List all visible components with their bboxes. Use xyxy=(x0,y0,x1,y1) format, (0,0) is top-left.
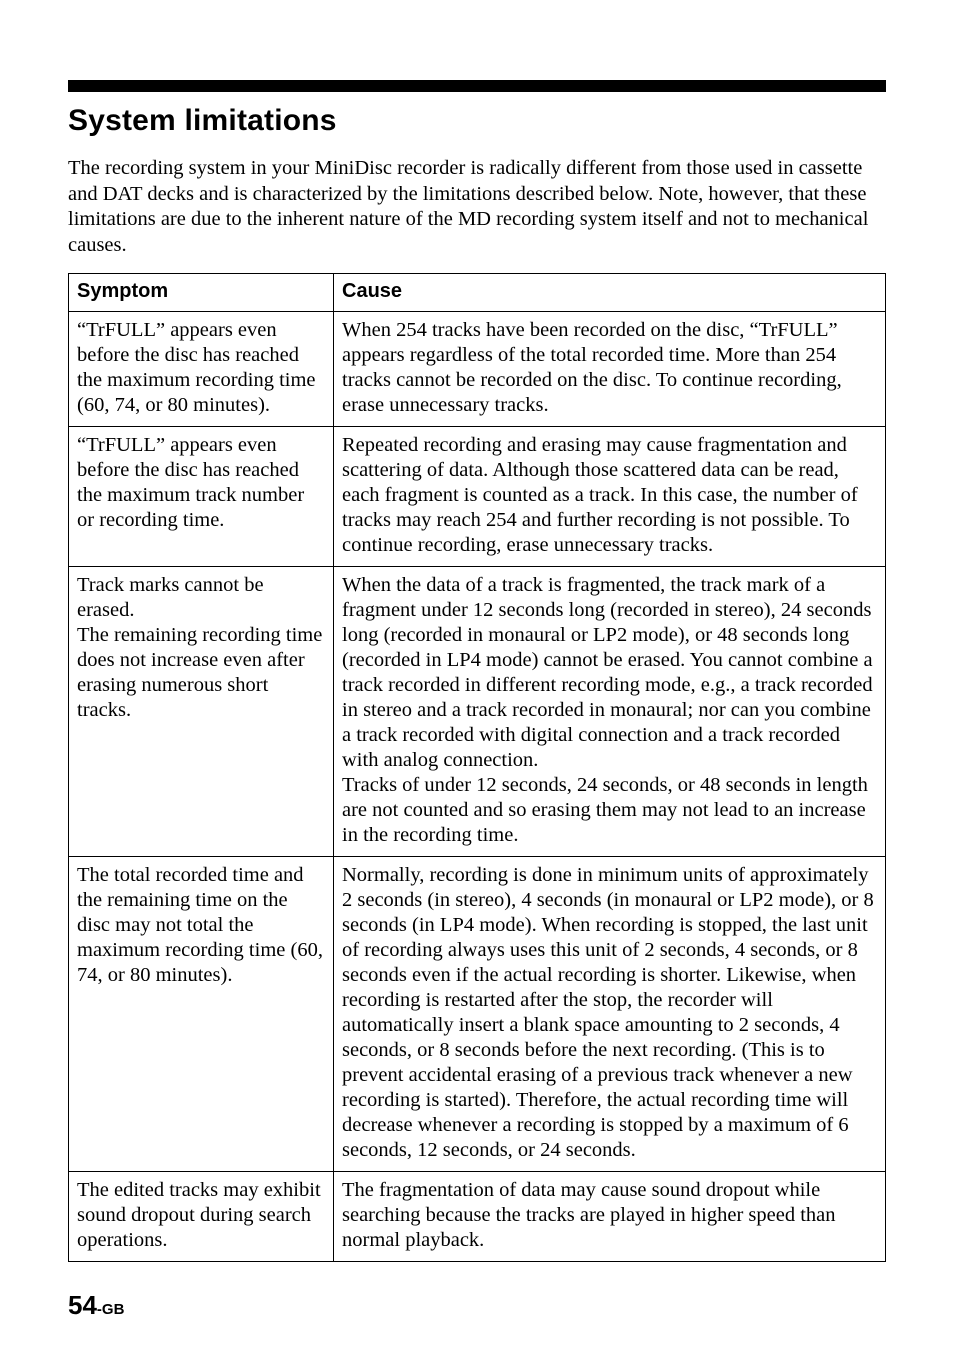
symptom-cell: The edited tracks may exhibit sound drop… xyxy=(69,1171,334,1261)
table-body: “TrFULL” appears even before the disc ha… xyxy=(69,311,886,1261)
cause-cell: When the data of a track is fragmented, … xyxy=(334,566,886,856)
cause-cell: When 254 tracks have been recorded on th… xyxy=(334,311,886,426)
intro-paragraph: The recording system in your MiniDisc re… xyxy=(68,156,886,259)
table-header-row: Symptom Cause xyxy=(69,273,886,311)
col-header-cause: Cause xyxy=(334,273,886,311)
table-row: Track marks cannot be erased.The remaini… xyxy=(69,566,886,856)
cause-cell: The fragmentation of data may cause soun… xyxy=(334,1171,886,1261)
symptom-cell: The total recorded time and the remainin… xyxy=(69,856,334,1171)
symptom-cell: Track marks cannot be erased.The remaini… xyxy=(69,566,334,856)
col-header-symptom: Symptom xyxy=(69,273,334,311)
page-footer: 54-GB xyxy=(68,1290,124,1321)
cause-cell: Repeated recording and erasing may cause… xyxy=(334,426,886,566)
limitations-table: Symptom Cause “TrFULL” appears even befo… xyxy=(68,273,886,1262)
symptom-cell: “TrFULL” appears even before the disc ha… xyxy=(69,426,334,566)
table-row: The edited tracks may exhibit sound drop… xyxy=(69,1171,886,1261)
page-number: 54 xyxy=(68,1290,97,1320)
page: System limitations The recording system … xyxy=(0,0,954,1357)
page-title: System limitations xyxy=(68,104,886,138)
table-row: “TrFULL” appears even before the disc ha… xyxy=(69,426,886,566)
section-rule xyxy=(68,80,886,92)
table-row: “TrFULL” appears even before the disc ha… xyxy=(69,311,886,426)
symptom-cell: “TrFULL” appears even before the disc ha… xyxy=(69,311,334,426)
cause-cell: Normally, recording is done in minimum u… xyxy=(334,856,886,1171)
page-number-suffix: -GB xyxy=(97,1301,125,1318)
table-row: The total recorded time and the remainin… xyxy=(69,856,886,1171)
